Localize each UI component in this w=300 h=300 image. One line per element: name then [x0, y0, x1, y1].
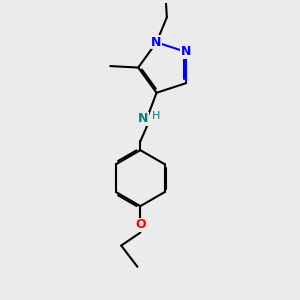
- Text: H: H: [152, 111, 160, 121]
- Text: N: N: [151, 36, 162, 49]
- Text: N: N: [181, 46, 191, 59]
- Text: O: O: [135, 218, 146, 232]
- Text: N: N: [138, 112, 148, 125]
